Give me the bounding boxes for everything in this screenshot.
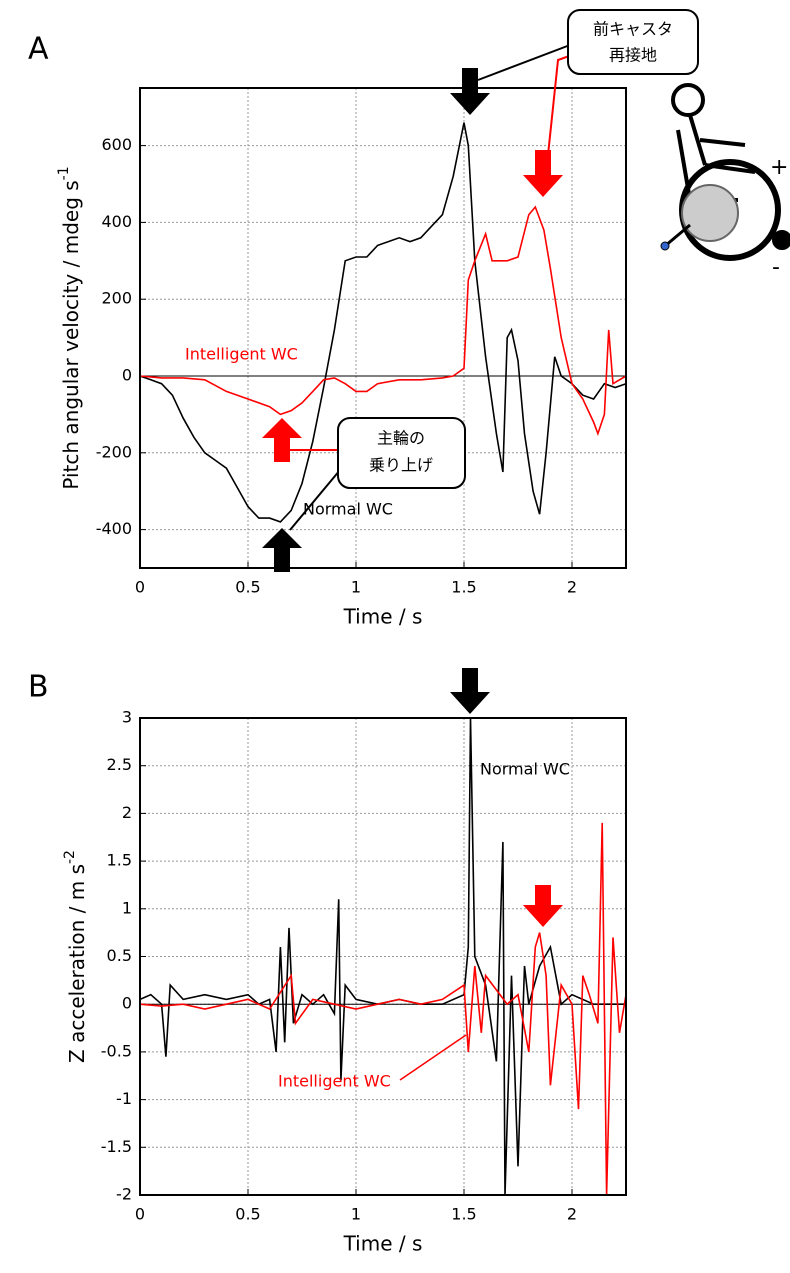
- y-tick-label: -400: [96, 519, 132, 538]
- x-tick-label: 1: [351, 578, 361, 597]
- y-tick-label: 2.5: [107, 755, 132, 774]
- y-axis-label: Z acceleration / m s-2: [62, 850, 89, 1063]
- callout-text: 主輪の: [377, 429, 425, 448]
- panel: B 0 0.5 1 1.5 2 -2 -1.5 -1 -0.5 0 0.5 1 1.5 2 2.5 3 Time …: [28, 670, 627, 1256]
- panel-label: A: [28, 32, 49, 67]
- arrow: [262, 418, 302, 462]
- series-line: [139, 717, 626, 1196]
- wheelchair-icon: [660, 83, 790, 261]
- x-tick-label: 0: [135, 578, 145, 597]
- y-tick-label: 400: [101, 212, 132, 231]
- y-tick-label: -0.5: [101, 1041, 132, 1060]
- plot-frame: [139, 717, 627, 1196]
- callout-line: [289, 469, 341, 531]
- x-tick-label: 2: [567, 1205, 577, 1224]
- x-tick-label: 0.5: [235, 578, 260, 597]
- y-tick-label: -1.5: [101, 1137, 132, 1156]
- y-tick-label: 1.5: [107, 851, 132, 870]
- x-tick-label: 0: [135, 1205, 145, 1224]
- callout-text: 乗り上げ: [369, 456, 433, 475]
- series-label: Intelligent WC: [185, 345, 298, 364]
- arrow: [523, 150, 563, 197]
- callout-box: [337, 417, 466, 489]
- y-axis-label: Pitch angular velocity / mdeg s-1: [56, 166, 83, 489]
- series-label: Normal WC: [480, 760, 570, 779]
- series-line: [139, 122, 627, 523]
- x-axis-label: Time / s: [343, 1232, 423, 1256]
- plot-frame: [139, 87, 627, 569]
- y-tick-label: 0: [122, 994, 132, 1013]
- arrow: [450, 668, 490, 714]
- y-tick-label: -200: [96, 442, 132, 461]
- callout-text: 前キャスタ: [593, 20, 673, 39]
- y-tick-label: 0.5: [107, 946, 132, 965]
- x-tick-label: 2: [567, 578, 577, 597]
- arrow: [523, 885, 563, 927]
- series-line: [139, 205, 627, 436]
- sign-label: -: [772, 255, 780, 280]
- callout-line: [547, 54, 573, 156]
- callout-line: [477, 44, 571, 81]
- x-tick-label: 0.5: [235, 1205, 260, 1224]
- label-line: [399, 1034, 467, 1081]
- y-tick-label: 1: [122, 898, 132, 917]
- y-tick-label: 0: [122, 366, 132, 385]
- y-tick-label: 2: [122, 803, 132, 822]
- y-axis-label-sup: -2: [62, 850, 78, 864]
- y-tick-label: 200: [101, 289, 132, 308]
- series-line: [139, 822, 627, 1196]
- callout-text: 再接地: [609, 46, 657, 65]
- x-tick-label: 1: [351, 1205, 361, 1224]
- x-tick-label: 1.5: [451, 1205, 476, 1224]
- y-tick-label: -2: [116, 1185, 132, 1204]
- series-label: Intelligent WC: [278, 1072, 391, 1091]
- x-axis-label: Time / s: [343, 605, 423, 629]
- y-axis-label-main: Z acceleration / m s: [65, 864, 89, 1063]
- panel-label: B: [28, 670, 49, 705]
- sign-label: +: [770, 155, 788, 180]
- x-tick-label: 1.5: [451, 578, 476, 597]
- y-tick-label: 3: [122, 708, 132, 727]
- y-tick-label: 600: [101, 135, 132, 154]
- arrow: [262, 528, 302, 572]
- panel: A 0 0.5 1 1.5 2 -400 -200 0 200 400 600 Time / s Pitc…: [28, 32, 627, 629]
- series-label: Normal WC: [303, 500, 393, 519]
- arrow: [450, 68, 490, 115]
- callout-box: [567, 9, 699, 75]
- y-tick-label: -1: [116, 1089, 132, 1108]
- y-axis-label-main: Pitch angular velocity / mdeg s: [59, 180, 83, 489]
- y-axis-label-sup: -1: [56, 166, 72, 180]
